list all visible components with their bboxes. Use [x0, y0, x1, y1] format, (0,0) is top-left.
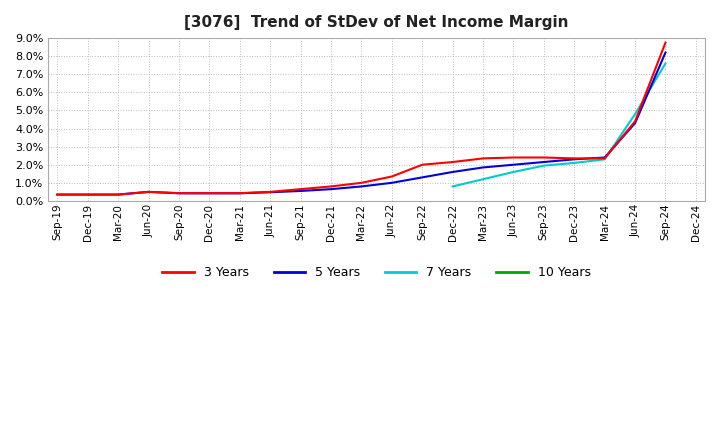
Title: [3076]  Trend of StDev of Net Income Margin: [3076] Trend of StDev of Net Income Marg…: [184, 15, 569, 30]
Legend: 3 Years, 5 Years, 7 Years, 10 Years: 3 Years, 5 Years, 7 Years, 10 Years: [158, 261, 595, 284]
